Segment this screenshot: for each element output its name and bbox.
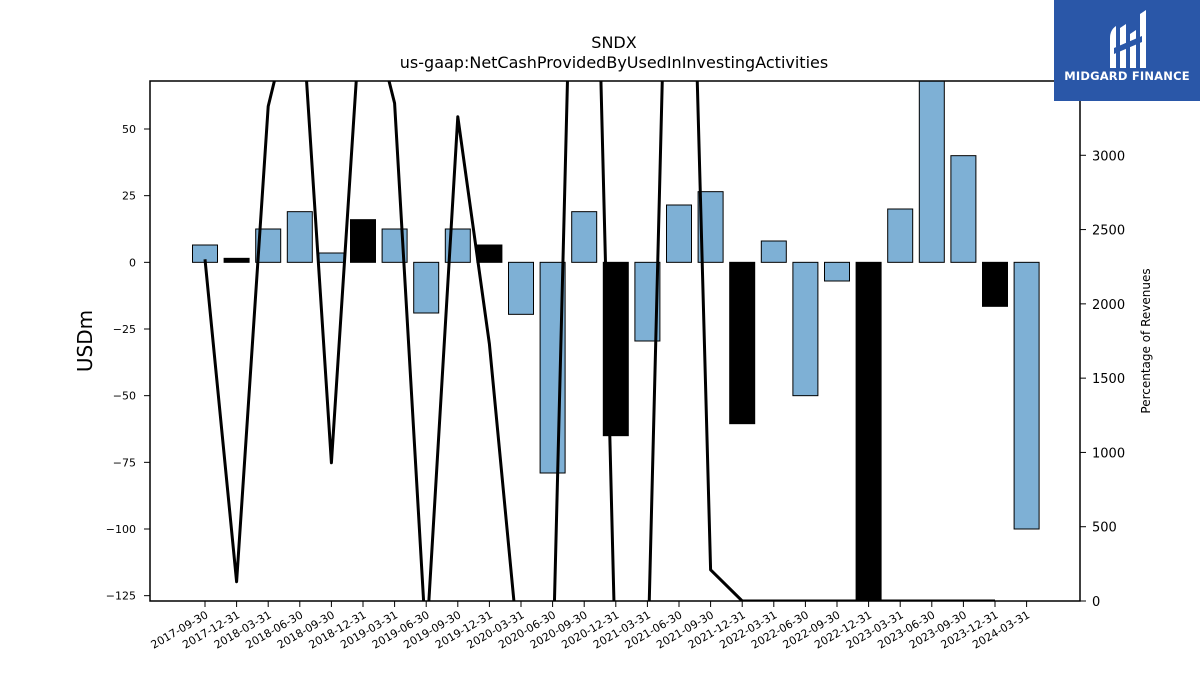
bar-2023-06-30	[918, 81, 945, 263]
bar-2018-06-30	[286, 211, 313, 263]
bar-2021-12-31	[729, 261, 756, 425]
bar-2018-12-31	[350, 219, 376, 263]
bar-2023-09-30	[950, 155, 977, 263]
bar-2023-03-31	[887, 208, 914, 263]
bar-2022-03-31	[760, 240, 787, 263]
bar-2018-09-30	[318, 252, 345, 263]
bar-2022-09-30	[824, 261, 850, 282]
y-tick-label: 50	[122, 123, 136, 136]
bar-2022-12-31	[855, 261, 882, 601]
bar-2023-12-31	[982, 261, 1008, 307]
revenue-percentage-line-0	[203, 81, 995, 601]
y-axis-label: USDm	[73, 310, 97, 372]
bar-2022-06-30	[792, 261, 819, 397]
y-tick-label: −125	[106, 590, 136, 603]
bar-2024-03-31	[1013, 261, 1040, 530]
bar-2020-09-30	[571, 211, 598, 263]
bar-2019-12-31	[476, 244, 503, 263]
y2-tick-label: 2500	[1092, 224, 1125, 239]
y-tick-label: −100	[106, 523, 136, 536]
logo-mark-icon	[1110, 10, 1146, 68]
y2-tick-label: 1000	[1092, 446, 1125, 461]
logo-text: MIDGARD FINANCE	[1064, 69, 1190, 83]
y2-tick-label: 3000	[1092, 149, 1125, 164]
y2-tick-label: 2000	[1092, 298, 1125, 313]
bar-2017-12-31	[223, 257, 250, 263]
bar-2019-06-30	[413, 261, 440, 314]
plot-frame	[149, 80, 1081, 602]
y-tick-label: −25	[113, 323, 136, 336]
bar-2021-06-30	[666, 204, 692, 263]
y2-tick-label: 500	[1092, 521, 1117, 536]
bar-2020-03-31	[508, 261, 534, 315]
y2-tick-label: 0	[1092, 595, 1100, 610]
y-tick-label: 25	[122, 190, 136, 203]
revenue-percentage-line-layer	[203, 81, 995, 601]
y-tick-label: −75	[113, 456, 136, 469]
bar-group	[192, 81, 1040, 601]
chart-title: SNDX	[591, 33, 636, 52]
y-tick-label: 0	[129, 256, 136, 269]
y2-tick-label: 1500	[1092, 372, 1125, 387]
chart-subtitle: us-gaap:NetCashProvidedByUsedInInvesting…	[400, 53, 828, 72]
midgard-finance-logo: MIDGARD FINANCE	[1054, 0, 1200, 101]
y-tick-label: −50	[113, 390, 136, 403]
y2-axis-label: Percentage of Revenues	[1139, 268, 1153, 413]
